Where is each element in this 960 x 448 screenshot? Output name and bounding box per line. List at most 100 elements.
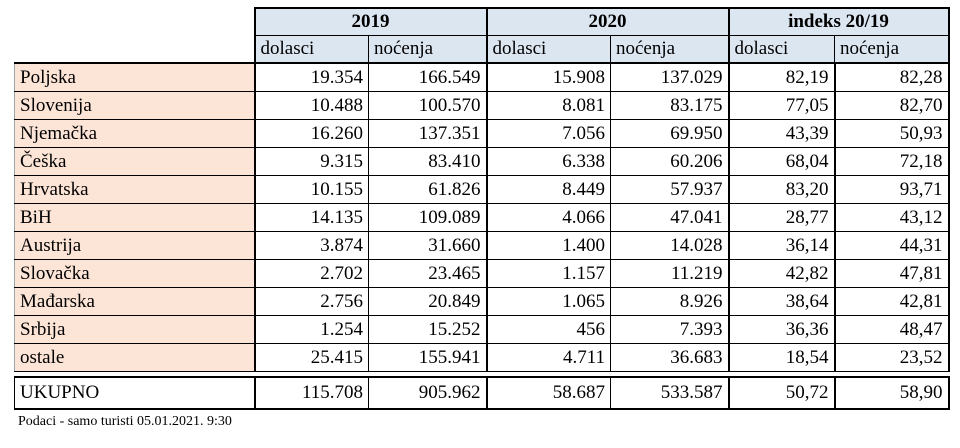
empty-corner-cell [14,35,255,63]
table-row: Austrija 3.874 31.660 1.400 14.028 36,14… [14,231,950,260]
country-cell: Srbija [14,315,255,344]
subheader-nocenja-2019: noćenja [368,35,488,64]
dolasci-2020-cell: 8.081 [486,91,611,120]
dolasci-2019-cell: 16.260 [253,119,369,148]
subheader-row: dolasci noćenja dolasci noćenja dolasci … [14,35,950,64]
dolasci-index-cell: 38,64 [728,287,835,316]
header-year-2019: 2019 [253,7,488,36]
country-cell: Slovenija [14,91,255,120]
dolasci-2019-cell: 2.702 [253,259,369,288]
table-row: Mađarska 2.756 20.849 1.065 8.926 38,64 … [14,287,950,316]
nocenja-2020-cell: 137.029 [610,62,730,92]
nocenja-index-cell: 42,81 [833,287,950,316]
nocenja-2019-cell: 83.410 [368,147,488,176]
year-header-row: 2019 2020 indeks 20/19 [14,7,950,36]
spacer-row [14,371,949,377]
nocenja-2020-cell: 83.175 [610,91,730,120]
nocenja-2020-cell: 60.206 [610,147,730,176]
dolasci-2019-cell: 14.135 [253,203,369,232]
nocenja-index-cell: 23,52 [833,343,950,372]
dolasci-2019-cell: 10.155 [253,175,369,204]
country-cell: Slovačka [14,259,255,288]
total-dolasci-2019-cell: 115.708 [253,376,369,410]
country-cell: BiH [14,203,255,232]
dolasci-2020-cell: 1.065 [486,287,611,316]
table-row: Slovenija 10.488 100.570 8.081 83.175 77… [14,91,950,120]
dolasci-index-cell: 83,20 [728,175,835,204]
country-cell: Njemačka [14,119,255,148]
spacer-cell [14,371,949,377]
nocenja-2019-cell: 137.351 [368,119,488,148]
nocenja-2020-cell: 14.028 [610,231,730,260]
nocenja-index-cell: 43,12 [833,203,950,232]
tourism-table: 2019 2020 indeks 20/19 dolasci noćenja d… [14,7,950,410]
total-dolasci-2020-cell: 58.687 [486,376,611,410]
nocenja-index-cell: 48,47 [833,315,950,344]
country-cell: Hrvatska [14,175,255,204]
subheader-nocenja-index: noćenja [834,35,950,64]
nocenja-2019-cell: 61.826 [368,175,488,204]
dolasci-index-cell: 36,14 [728,231,835,260]
dolasci-2020-cell: 7.056 [486,119,611,148]
nocenja-2020-cell: 36.683 [610,343,730,372]
dolasci-index-cell: 18,54 [728,343,835,372]
subheader-dolasci-2019: dolasci [253,35,369,64]
nocenja-2020-cell: 57.937 [610,175,730,204]
empty-corner-cell [14,8,255,36]
dolasci-2020-cell: 8.449 [486,175,611,204]
dolasci-2020-cell: 1.157 [486,259,611,288]
total-row: UKUPNO 115.708 905.962 58.687 533.587 50… [14,376,950,410]
nocenja-2019-cell: 166.549 [368,62,488,92]
dolasci-index-cell: 36,36 [728,315,835,344]
nocenja-2020-cell: 69.950 [610,119,730,148]
nocenja-2019-cell: 20.849 [368,287,488,316]
country-cell: Poljska [14,62,255,92]
nocenja-index-cell: 93,71 [833,175,950,204]
dolasci-2019-cell: 10.488 [253,91,369,120]
nocenja-index-cell: 47,81 [833,259,950,288]
nocenja-2020-cell: 7.393 [610,315,730,344]
country-cell: Mađarska [14,287,255,316]
subheader-dolasci-index: dolasci [727,35,835,64]
footnote: Podaci - samo turisti 05.01.2021. 9:30 [18,414,232,429]
dolasci-2019-cell: 19.354 [253,62,369,92]
nocenja-index-cell: 44,31 [833,231,950,260]
table-row: Njemačka 16.260 137.351 7.056 69.950 43,… [14,119,950,148]
dolasci-index-cell: 82,19 [728,62,835,92]
dolasci-index-cell: 68,04 [728,147,835,176]
table-row: BiH 14.135 109.089 4.066 47.041 28,77 43… [14,203,950,232]
nocenja-index-cell: 72,18 [833,147,950,176]
table-row: Slovačka 2.702 23.465 1.157 11.219 42,82… [14,259,950,288]
dolasci-2019-cell: 1.254 [253,315,369,344]
nocenja-2019-cell: 31.660 [368,231,488,260]
total-nocenja-2020-cell: 533.587 [610,376,730,410]
total-dolasci-index-cell: 50,72 [728,376,835,410]
total-nocenja-index-cell: 58,90 [833,376,950,410]
table-row: Hrvatska 10.155 61.826 8.449 57.937 83,2… [14,175,950,204]
dolasci-index-cell: 43,39 [728,119,835,148]
country-cell: Austrija [14,231,255,260]
dolasci-index-cell: 28,77 [728,203,835,232]
nocenja-2020-cell: 11.219 [610,259,730,288]
total-nocenja-2019-cell: 905.962 [368,376,488,410]
subheader-nocenja-2020: noćenja [610,35,730,64]
country-cell: Češka [14,147,255,176]
dolasci-2019-cell: 2.756 [253,287,369,316]
nocenja-2020-cell: 47.041 [610,203,730,232]
table-row: Srbija 1.254 15.252 456 7.393 36,36 48,4… [14,315,950,344]
dolasci-2020-cell: 456 [486,315,611,344]
table-row: Češka 9.315 83.410 6.338 60.206 68,04 72… [14,147,950,176]
country-cell: ostale [14,343,255,372]
dolasci-index-cell: 42,82 [728,259,835,288]
nocenja-2019-cell: 155.941 [368,343,488,372]
header-index: indeks 20/19 [727,7,950,36]
dolasci-2020-cell: 15.908 [486,62,611,92]
nocenja-2019-cell: 109.089 [368,203,488,232]
nocenja-index-cell: 82,70 [833,91,950,120]
subheader-dolasci-2020: dolasci [485,35,611,64]
dolasci-2020-cell: 1.400 [486,231,611,260]
total-label-cell: UKUPNO [14,376,255,410]
dolasci-2019-cell: 25.415 [253,343,369,372]
nocenja-2019-cell: 100.570 [368,91,488,120]
dolasci-index-cell: 77,05 [728,91,835,120]
